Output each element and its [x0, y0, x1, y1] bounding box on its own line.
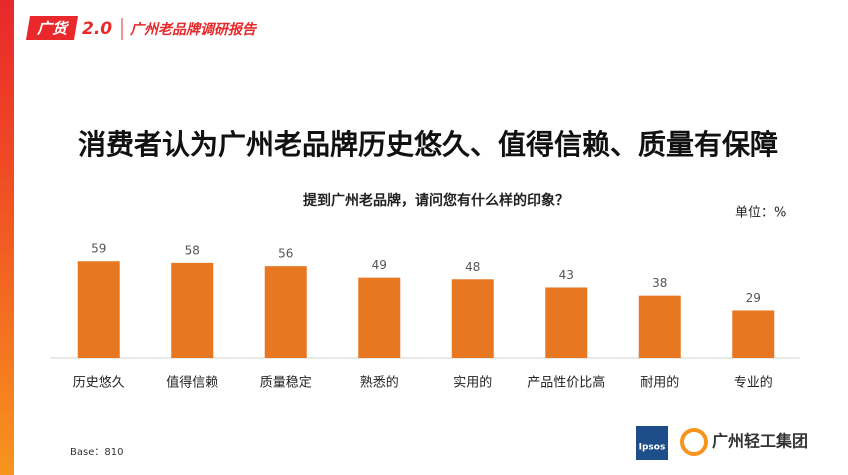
ipsos-text: Ipsos — [639, 443, 666, 453]
bar — [451, 279, 494, 358]
bar — [171, 262, 214, 358]
x-tick-label: 耐用的 — [640, 375, 679, 391]
x-tick-label: 专业的 — [734, 375, 773, 391]
ipsos-logo — [636, 426, 668, 460]
logo-box — [26, 16, 78, 40]
bar — [732, 310, 775, 358]
value-label: 58 — [185, 243, 200, 257]
x-tick-label: 值得信赖 — [166, 375, 218, 391]
x-tick-label: 熟悉的 — [360, 375, 399, 391]
value-label: 43 — [559, 268, 574, 282]
bar — [358, 277, 401, 358]
chart-subtitle: 提到广州老品牌，请问您有什么样的印象？ — [303, 192, 569, 209]
x-tick-label: 实用的 — [453, 375, 492, 391]
value-label: 38 — [652, 276, 667, 290]
report-name: 广州老品牌调研报告 — [129, 21, 258, 38]
value-label: 59 — [91, 242, 106, 256]
bar — [638, 295, 681, 358]
bar — [264, 266, 307, 358]
logo: 广货 — [36, 20, 70, 38]
x-tick-label: 质量稳定 — [260, 375, 312, 391]
bar — [545, 287, 588, 358]
company-name: 广州轻工集团 — [712, 432, 808, 451]
company-icon — [680, 428, 708, 456]
value-label: 48 — [465, 260, 480, 274]
value-label: 56 — [278, 247, 293, 261]
bar — [77, 261, 120, 358]
base-note: Base：810 — [70, 447, 123, 458]
value-label: 29 — [746, 291, 761, 305]
logo-version: 2.0 — [82, 19, 112, 39]
unit-label: 单位：% — [735, 206, 786, 221]
value-label: 49 — [372, 258, 387, 272]
x-tick-label: 产品性价比高 — [527, 375, 605, 391]
side-stripe — [0, 0, 14, 475]
slide-title: 消费者认为广州老品牌历史悠久、值得信赖、质量有保障 — [78, 128, 778, 161]
x-tick-label: 历史悠久 — [73, 376, 125, 391]
